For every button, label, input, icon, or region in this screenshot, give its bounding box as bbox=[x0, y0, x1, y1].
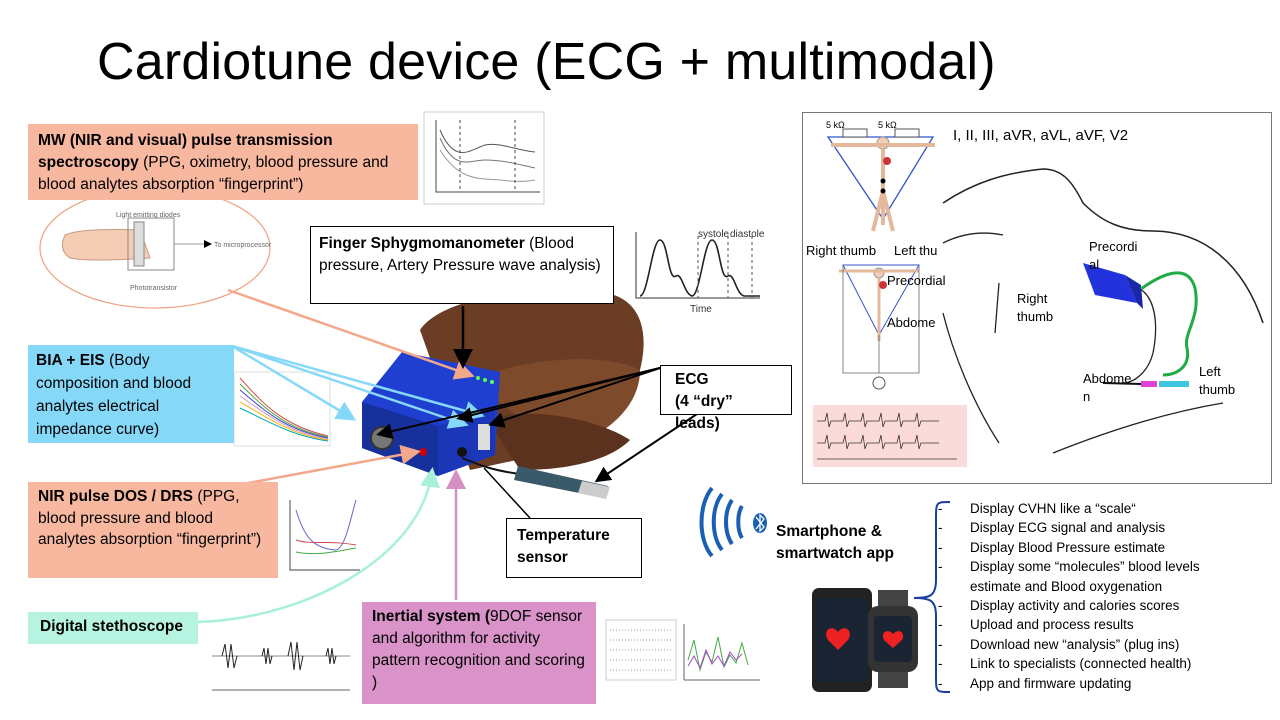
abdomen-body-label-1: Abdome bbox=[1083, 371, 1132, 386]
temperature-probe bbox=[461, 457, 610, 499]
nir-pulse-desc: (PPG, blood pressure and blood analytes … bbox=[38, 488, 262, 548]
nir-pulse-title: NIR pulse DOS / DRS bbox=[38, 488, 194, 505]
digital-stethoscope-label: Digital stethoscope bbox=[40, 618, 183, 635]
mw-spectroscopy-box: MW (NIR and visual) pulse transmission s… bbox=[28, 124, 418, 200]
feature-item: Display Blood Pressure estimate bbox=[938, 538, 1200, 558]
feature-item-continuation: estimate and Blood oxygenation bbox=[970, 578, 1163, 594]
cardiotune-device-photo bbox=[362, 290, 644, 476]
page-title: Cardiotune device (ECG + multimodal) bbox=[97, 33, 996, 91]
to-micro-label: To microprocessor bbox=[214, 242, 272, 249]
right-thumb-body-label-2: thumb bbox=[1017, 309, 1054, 324]
bia-impedance-thumbnail bbox=[233, 371, 331, 447]
abdomen-small-label: Abdome bbox=[887, 315, 936, 330]
light-emitting-label: Light emitting diodes bbox=[116, 212, 181, 219]
ecg-title: ECG bbox=[675, 371, 709, 388]
feature-item: Display activity and calories scores bbox=[938, 596, 1200, 616]
abdomen-body-label-2: n bbox=[1083, 389, 1091, 404]
left-thumb-body-label-1: Left bbox=[1199, 364, 1221, 379]
ecg-leads-box: ECG (4 “dry” leads) bbox=[660, 365, 792, 432]
mw-spectroscopy-title: MW (NIR and visual) pulse transmission s… bbox=[38, 132, 333, 171]
resistor-label-right: 5 kΩ bbox=[878, 120, 897, 130]
precordial-small-label: Precordial bbox=[887, 273, 946, 288]
inertial-system-box: Inertial system (9DOF sensor and algorit… bbox=[362, 602, 596, 704]
systole-label: systole bbox=[698, 229, 730, 240]
finger-sphygmomanometer-title: Finger Sphygmomanometer bbox=[319, 235, 525, 252]
temperature-sensor-label: Temperature sensor bbox=[517, 527, 610, 566]
nir-absorption-thumbnail bbox=[289, 499, 360, 571]
left-thumb-small-label: Left thu bbox=[894, 243, 938, 258]
ecg-lead-panel: I, II, III, aVR, aVL, aVF, V2 Right thum… bbox=[802, 112, 1272, 484]
inertial-system-desc: 9DOF sensor and algorithm for activity p… bbox=[372, 608, 585, 691]
precordial-body-label-1: Precordi bbox=[1089, 239, 1138, 254]
bia-eis-box: BIA + EIS (Body composition and blood an… bbox=[28, 345, 234, 443]
callout-arrows bbox=[195, 288, 701, 624]
finger-sensor-illustration bbox=[39, 187, 271, 309]
app-title: Smartphone & smartwatch app bbox=[776, 521, 894, 565]
app-title-line-1: Smartphone & bbox=[776, 523, 882, 540]
mw-spectrum-thumbnail bbox=[423, 111, 545, 205]
app-feature-list: Display CVHN like a “scale“ Display ECG … bbox=[938, 499, 1200, 694]
right-thumb-small-label: Right thumb bbox=[806, 243, 877, 258]
phototransistor-label: Phototransistor bbox=[130, 285, 178, 292]
feature-item: App and firmware updating bbox=[938, 674, 1200, 694]
precordial-body-label-2: al bbox=[1089, 257, 1100, 272]
nir-pulse-box: NIR pulse DOS / DRS (PPG, blood pressure… bbox=[28, 482, 278, 578]
feature-item: Link to specialists (connected health) bbox=[938, 654, 1200, 674]
feature-brace bbox=[913, 501, 951, 693]
digital-stethoscope-box: Digital stethoscope bbox=[28, 612, 198, 644]
finger-sphygmomanometer-box: Finger Sphygmomanometer (Blood pressure,… bbox=[310, 226, 614, 304]
ecg-leads-label: I, II, III, aVR, aVL, aVF, V2 bbox=[953, 127, 1129, 144]
feature-item: Upload and process results bbox=[938, 615, 1200, 635]
inertial-thumbnails bbox=[605, 619, 760, 681]
diastole-label: diastole bbox=[730, 229, 765, 240]
left-thumb-body-label-2: thumb bbox=[1199, 382, 1236, 397]
stethoscope-waveform bbox=[212, 641, 350, 691]
feature-item: Display ECG signal and analysis bbox=[938, 518, 1200, 538]
bia-eis-title: BIA + EIS bbox=[36, 352, 105, 369]
temperature-sensor-box: Temperature sensor bbox=[506, 518, 642, 578]
pressure-wave-thumbnail bbox=[635, 232, 760, 299]
finger-sphygmomanometer-desc: (Blood pressure, Artery Pressure wave an… bbox=[319, 235, 601, 274]
ecg-panel-drawing bbox=[813, 128, 1264, 467]
feature-item: Display some “molecules” blood levels bbox=[938, 557, 1200, 577]
feature-item: Download new “analysis” (plug ins) bbox=[938, 635, 1200, 655]
app-title-line-2: smartwatch app bbox=[776, 545, 895, 562]
feature-item: Display CVHN like a “scale“ bbox=[938, 499, 1200, 519]
inertial-system-title: Inertial system ( bbox=[372, 608, 491, 625]
ecg-subtitle: (4 “dry” leads) bbox=[675, 393, 733, 432]
bluetooth-icon bbox=[699, 486, 767, 558]
bia-eis-desc: (Body composition and blood analytes ele… bbox=[36, 352, 192, 438]
mw-spectroscopy-desc: (PPG, oximetry, blood pressure and blood… bbox=[38, 154, 389, 193]
right-thumb-body-label-1: Right bbox=[1017, 291, 1048, 306]
time-label: Time bbox=[690, 304, 712, 315]
phone-watch-illustration bbox=[812, 588, 918, 692]
resistor-label-left: 5 kΩ bbox=[826, 120, 845, 130]
